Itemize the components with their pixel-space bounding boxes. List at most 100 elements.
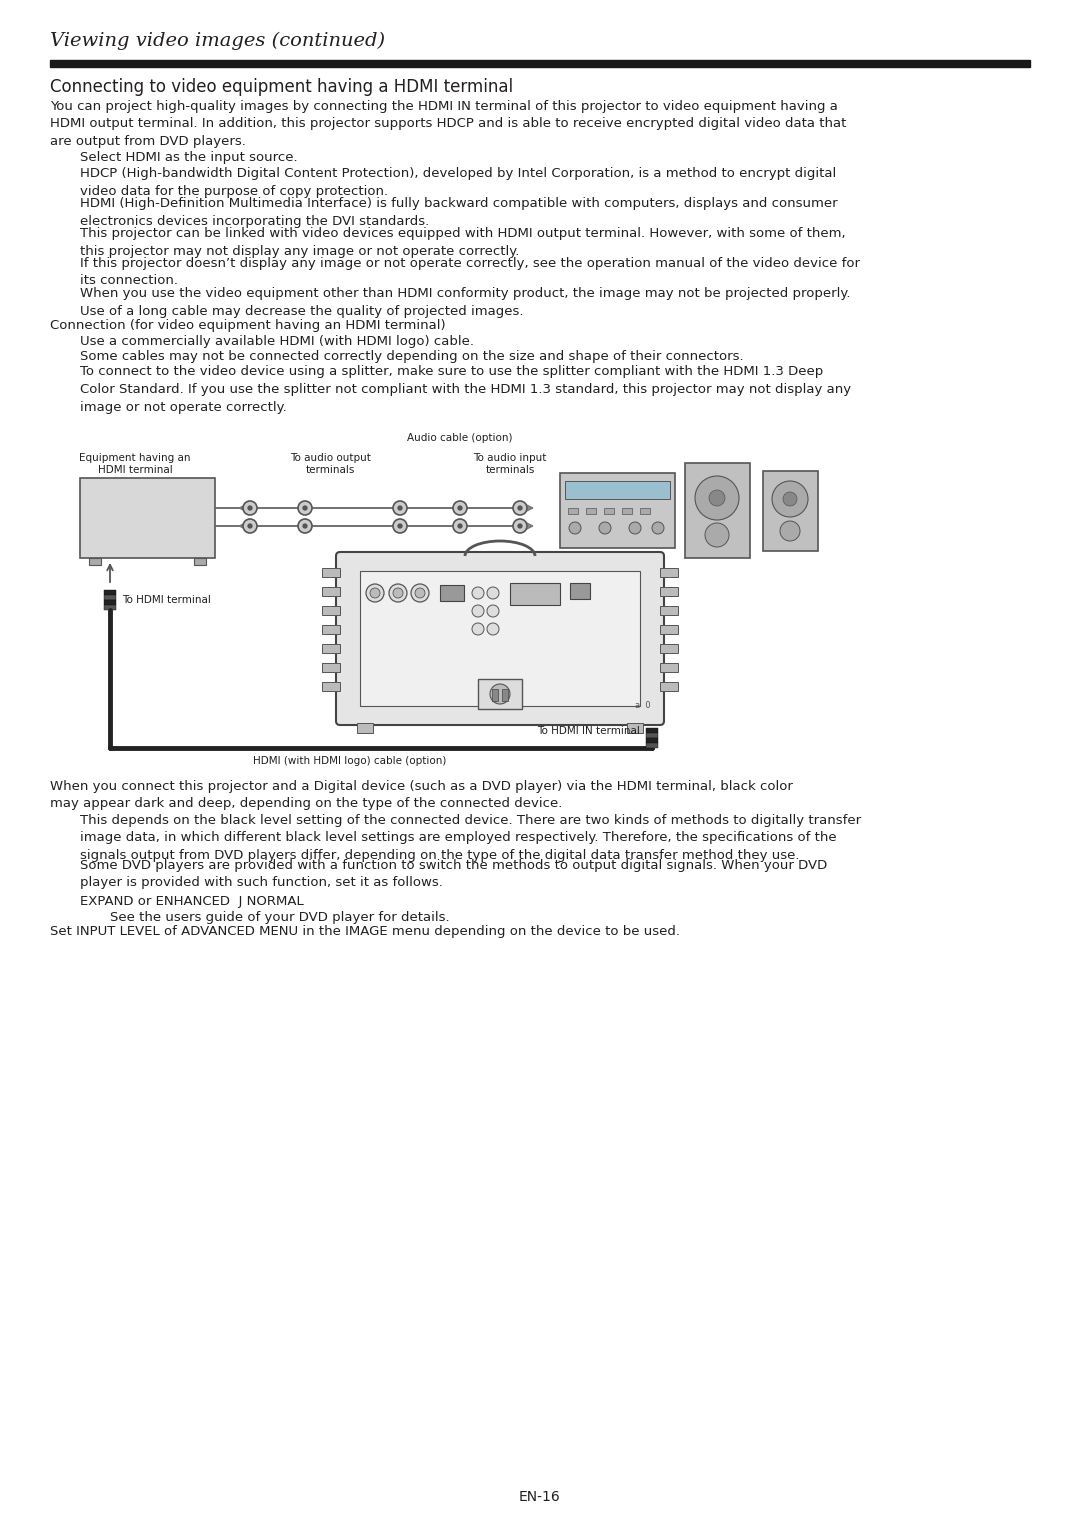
Text: HDMI (High-Deﬁnition Multimedia Interface) is fully backward compatible with com: HDMI (High-Deﬁnition Multimedia Interfac…: [80, 197, 838, 228]
Bar: [660, 663, 678, 672]
Circle shape: [393, 519, 407, 533]
Bar: [322, 568, 340, 577]
Text: You can project high-quality images by connecting the HDMI IN terminal of this p: You can project high-quality images by c…: [50, 99, 847, 148]
Bar: [570, 583, 590, 599]
Text: HDCP (High-bandwidth Digital Content Protection), developed by Intel Corporation: HDCP (High-bandwidth Digital Content Pro…: [80, 166, 836, 197]
Text: Viewing video images (continued): Viewing video images (continued): [50, 32, 386, 50]
FancyBboxPatch shape: [336, 551, 664, 725]
Bar: [685, 463, 750, 557]
Bar: [104, 596, 116, 600]
Bar: [660, 568, 678, 577]
Circle shape: [599, 522, 611, 534]
Bar: [322, 586, 340, 596]
Circle shape: [457, 505, 462, 510]
Bar: [322, 663, 340, 672]
Bar: [660, 683, 678, 692]
Circle shape: [780, 521, 800, 541]
Text: If this projector doesn’t display any image or not operate correctly, see the op: If this projector doesn’t display any im…: [80, 257, 860, 287]
Bar: [322, 683, 340, 692]
Circle shape: [517, 505, 523, 510]
Bar: [80, 478, 215, 557]
Bar: [50, 60, 1030, 67]
Text: When you use the video equipment other than HDMI conformity product, the image m: When you use the video equipment other t…: [80, 287, 851, 318]
Circle shape: [393, 501, 407, 515]
Bar: [586, 508, 596, 515]
Bar: [322, 644, 340, 654]
Circle shape: [393, 588, 403, 599]
Circle shape: [302, 505, 308, 510]
Bar: [89, 557, 102, 565]
Bar: [660, 606, 678, 615]
Circle shape: [652, 522, 664, 534]
Bar: [646, 733, 658, 738]
Text: Set INPUT LEVEL of ADVANCED MENU in the IMAGE menu depending on the device to be: Set INPUT LEVEL of ADVANCED MENU in the …: [50, 925, 680, 939]
Circle shape: [243, 501, 257, 515]
Bar: [660, 586, 678, 596]
Bar: [627, 722, 643, 733]
Circle shape: [411, 583, 429, 602]
Circle shape: [415, 588, 426, 599]
Bar: [660, 644, 678, 654]
Circle shape: [298, 519, 312, 533]
Circle shape: [708, 490, 725, 505]
Circle shape: [453, 501, 467, 515]
Circle shape: [569, 522, 581, 534]
Text: Some cables may not be connected correctly depending on the size and shape of th: Some cables may not be connected correct…: [80, 350, 744, 363]
Circle shape: [457, 524, 462, 528]
Bar: [660, 625, 678, 634]
Bar: [646, 738, 658, 744]
Circle shape: [243, 519, 257, 533]
Circle shape: [487, 586, 499, 599]
Bar: [104, 589, 116, 596]
Text: EN-16: EN-16: [519, 1490, 561, 1504]
Circle shape: [513, 519, 527, 533]
Text: Audio cable (option): Audio cable (option): [407, 434, 513, 443]
Bar: [440, 585, 464, 602]
Bar: [640, 508, 650, 515]
Bar: [322, 625, 340, 634]
Text: To connect to the video device using a splitter, make sure to use the splitter c: To connect to the video device using a s…: [80, 365, 851, 414]
Bar: [604, 508, 615, 515]
Bar: [478, 680, 522, 709]
Bar: [646, 728, 658, 733]
Bar: [104, 605, 116, 609]
Bar: [510, 583, 561, 605]
Circle shape: [629, 522, 642, 534]
Text: Use a commercially available HDMI (with HDMI logo) cable.: Use a commercially available HDMI (with …: [80, 334, 474, 348]
Circle shape: [472, 586, 484, 599]
Text: Connection (for video equipment having an HDMI terminal): Connection (for video equipment having a…: [50, 319, 446, 331]
Bar: [646, 744, 658, 748]
Text: To audio output
terminals: To audio output terminals: [289, 454, 370, 475]
Bar: [762, 470, 818, 551]
Circle shape: [389, 583, 407, 602]
Text: Connecting to video equipment having a HDMI terminal: Connecting to video equipment having a H…: [50, 78, 513, 96]
Text: To HDMI terminal: To HDMI terminal: [122, 596, 211, 605]
Circle shape: [705, 524, 729, 547]
Circle shape: [517, 524, 523, 528]
Text: This projector can be linked with video devices equipped with HDMI output termin: This projector can be linked with video …: [80, 228, 846, 258]
Circle shape: [696, 476, 739, 521]
Circle shape: [472, 623, 484, 635]
Bar: [322, 606, 340, 615]
Bar: [360, 571, 640, 705]
Circle shape: [513, 501, 527, 515]
Text: EXPAND or ENHANCED  J NORMAL: EXPAND or ENHANCED J NORMAL: [80, 895, 303, 907]
Text: Select HDMI as the input source.: Select HDMI as the input source.: [80, 151, 298, 165]
Circle shape: [397, 524, 403, 528]
Text: HDMI (with HDMI logo) cable (option): HDMI (with HDMI logo) cable (option): [254, 756, 447, 767]
Bar: [568, 508, 578, 515]
Text: Equipment having an
HDMI terminal: Equipment having an HDMI terminal: [79, 454, 191, 475]
Circle shape: [366, 583, 384, 602]
Circle shape: [453, 519, 467, 533]
Text: To audio input
terminals: To audio input terminals: [473, 454, 546, 475]
Text: Some DVD players are provided with a function to switch the methods to output di: Some DVD players are provided with a fun…: [80, 858, 827, 889]
Text: This depends on the black level setting of the connected device. There are two k: This depends on the black level setting …: [80, 814, 861, 863]
Bar: [492, 689, 498, 701]
Circle shape: [772, 481, 808, 518]
Text: To HDMI IN terminal: To HDMI IN terminal: [537, 725, 639, 736]
Bar: [502, 689, 508, 701]
Bar: [565, 481, 670, 499]
Bar: [561, 473, 675, 548]
Circle shape: [247, 505, 253, 510]
Circle shape: [472, 605, 484, 617]
